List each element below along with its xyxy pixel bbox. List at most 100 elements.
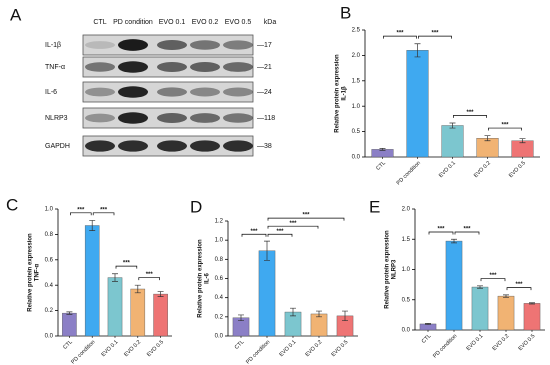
x-tick-label: EVO 0.5 <box>330 339 349 358</box>
y-tick-label: 0.4 <box>45 283 54 289</box>
x-tick-label: PD condition <box>396 160 422 186</box>
blot-band <box>157 113 187 123</box>
panel-letter: B <box>340 3 351 22</box>
significance-label: *** <box>289 221 297 227</box>
error-bar <box>89 220 96 231</box>
y-tick-label: 2.5 <box>352 28 361 34</box>
blot-band <box>190 40 220 50</box>
blot-band <box>118 140 148 152</box>
y-tick-label: 0.2 <box>45 308 54 314</box>
panel-letter: A <box>10 5 22 24</box>
significance-label: *** <box>489 273 497 279</box>
blot-band <box>190 113 220 123</box>
y-tick-label: 1.0 <box>45 207 54 213</box>
significance-bracket <box>488 127 522 131</box>
x-tick-label: CTL <box>62 339 74 351</box>
y-tick-label: 1.5 <box>352 78 361 84</box>
x-tick-label: PD condition <box>432 333 458 359</box>
y-axis-label: Relative protein expression <box>198 239 204 318</box>
x-tick-label: CTL <box>421 333 433 345</box>
kda-label: —21 <box>257 64 272 71</box>
y-tick-label: 0.6 <box>215 276 224 282</box>
significance-bracket <box>454 231 480 235</box>
error-bar <box>425 322 431 325</box>
x-tick-label: EVO 0.1 <box>278 339 297 358</box>
lane-label: CTL <box>93 19 106 26</box>
blot-band <box>118 86 148 98</box>
significance-label: *** <box>463 227 471 233</box>
significance-label: *** <box>100 207 108 213</box>
blot-band <box>85 113 115 123</box>
bar <box>107 277 123 337</box>
blot-band <box>157 62 187 72</box>
y-tick-label: 2.0 <box>402 207 411 213</box>
significance-bracket <box>480 278 506 282</box>
x-tick-label: EVO 0.1 <box>465 333 484 352</box>
kda-label: —17 <box>257 42 272 49</box>
error-bar <box>449 122 456 129</box>
significance-label: *** <box>77 207 85 213</box>
blot-band <box>118 112 148 124</box>
panel-letter: C <box>6 195 18 214</box>
error-bar <box>451 238 457 244</box>
error-bar <box>66 311 73 315</box>
panel-letter: E <box>369 197 380 216</box>
y-axis-label: Relative protein expression <box>28 233 34 312</box>
error-bar <box>529 302 535 305</box>
lane-label: EVO 0.2 <box>192 19 219 26</box>
significance-bracket <box>506 287 532 291</box>
y-axis-label: Relative protein expression <box>335 54 341 133</box>
significance-label: *** <box>466 110 474 116</box>
error-bar <box>134 284 141 294</box>
significance-bracket <box>428 231 454 235</box>
y-tick-label: 0.5 <box>352 129 361 135</box>
y-tick-label: 1.0 <box>352 104 361 110</box>
significance-label: *** <box>501 123 509 129</box>
x-tick-label: EVO 0.2 <box>473 160 492 179</box>
bar <box>310 313 328 337</box>
y-tick-label: 0.5 <box>402 297 411 303</box>
lane-label: PD condition <box>113 19 153 26</box>
x-tick-label: EVO 0.5 <box>508 160 527 179</box>
x-tick-label: EVO 0.1 <box>438 160 457 179</box>
error-bar <box>342 310 348 322</box>
x-tick-label: PD condition <box>70 339 96 365</box>
lane-label: EVO 0.1 <box>159 19 186 26</box>
bar <box>497 295 515 331</box>
error-bar <box>477 285 483 289</box>
significance-label: *** <box>431 31 439 37</box>
significance-bracket <box>92 212 115 216</box>
blot-band <box>157 40 187 50</box>
row-label: IL-1β <box>45 42 61 49</box>
bar <box>523 303 541 331</box>
y-tick-label: 0.6 <box>45 257 54 263</box>
significance-label: *** <box>437 227 445 233</box>
bar <box>130 288 146 337</box>
y-tick-label: 1.2 <box>215 219 224 225</box>
blot-band <box>157 87 187 97</box>
error-bar <box>238 314 244 322</box>
significance-bracket <box>70 212 92 216</box>
significance-label: *** <box>396 31 404 37</box>
significance-bracket <box>241 233 267 237</box>
significance-label: *** <box>123 261 131 267</box>
row-label: IL-6 <box>45 89 57 96</box>
error-bar <box>379 148 386 151</box>
error-bar <box>414 43 421 58</box>
bar <box>445 240 463 331</box>
y-axis-label: Relative protein expression <box>385 230 391 309</box>
bar <box>471 286 489 331</box>
x-tick-label: CTL <box>234 339 246 351</box>
x-tick-label: CTL <box>375 160 387 172</box>
error-bar <box>112 273 118 282</box>
error-bar <box>503 294 509 298</box>
kda-label: —38 <box>257 143 272 150</box>
blot-band <box>85 140 115 152</box>
y-tick-label: 1.5 <box>402 237 411 243</box>
blot-strip <box>82 81 254 103</box>
blot-band <box>85 41 115 49</box>
significance-bracket <box>418 35 452 39</box>
blot-band <box>85 62 115 72</box>
y-tick-label: 0.4 <box>215 295 224 301</box>
